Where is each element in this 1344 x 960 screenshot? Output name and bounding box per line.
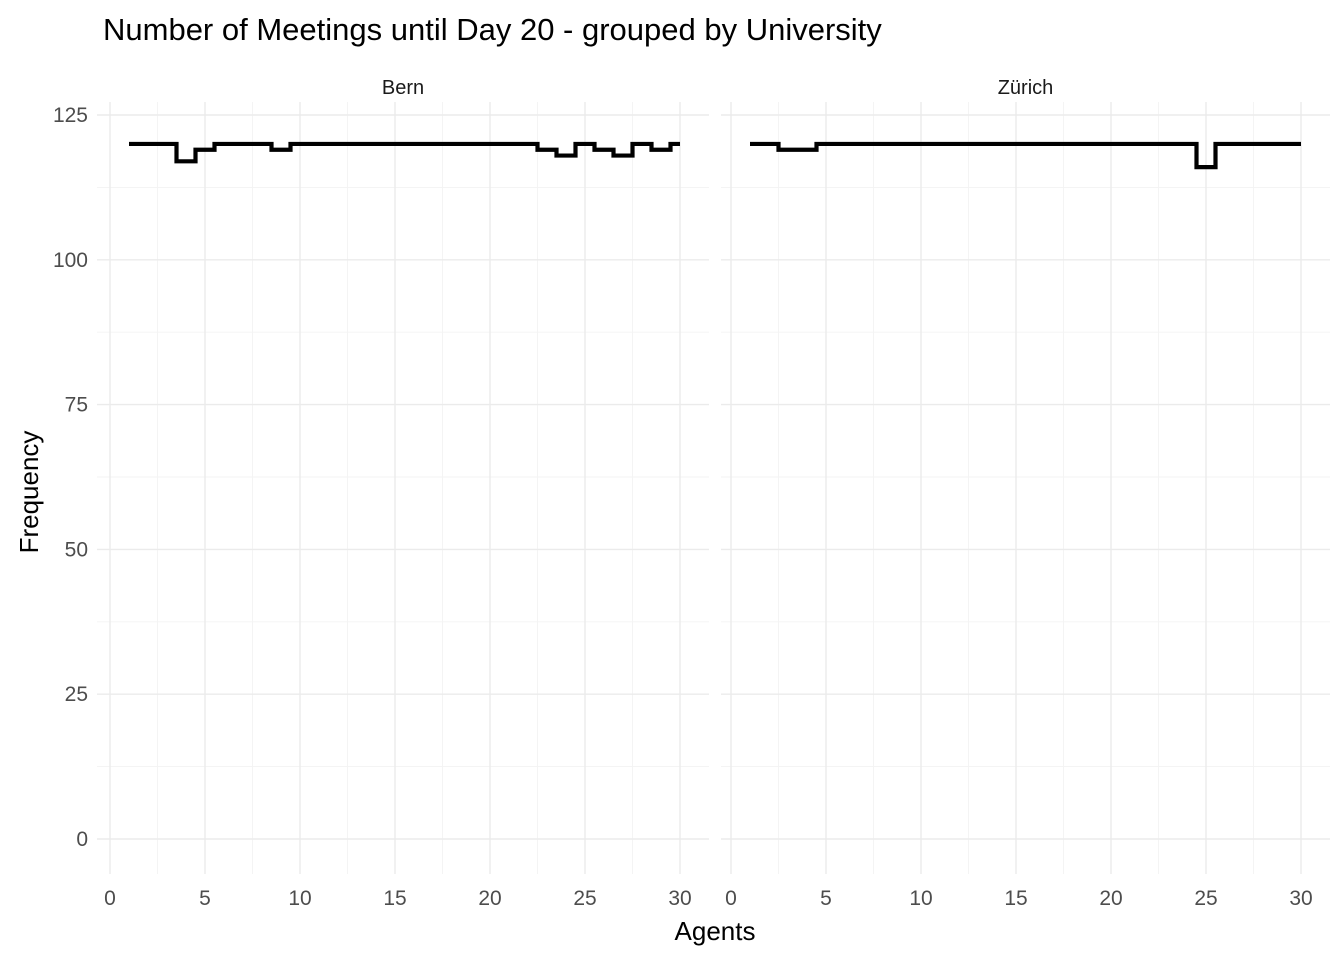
y-tick-label: 0	[76, 828, 88, 851]
facet-strip-label: Bern	[382, 77, 424, 99]
facet-strip-label: Zürich	[998, 77, 1054, 99]
x-tick-label: 10	[288, 887, 311, 910]
series-step-line	[750, 141, 1301, 170]
y-tick-label: 25	[65, 683, 88, 706]
series-step-line	[129, 141, 680, 164]
x-tick-label: 30	[1289, 887, 1312, 910]
x-tick-label: 0	[104, 887, 116, 910]
x-tick-label: 5	[199, 887, 211, 910]
x-tick-label: 5	[820, 887, 832, 910]
y-tick-label: 75	[65, 394, 88, 417]
x-tick-label: 20	[478, 887, 501, 910]
x-tick-label: 25	[573, 887, 596, 910]
x-tick-label: 10	[909, 887, 932, 910]
y-axis-title: Frequency	[14, 431, 44, 554]
x-tick-label: 30	[668, 887, 691, 910]
y-tick-label: 50	[65, 538, 88, 561]
x-tick-label: 15	[1004, 887, 1027, 910]
x-tick-label: 20	[1099, 887, 1122, 910]
panels-layer: Bern 0 25 50 75 100 125 0 5 10 15 20 25 30 Zürich 0 5 10 1…	[53, 77, 1330, 910]
panel-zürich: Zürich 0 5 10 15 20 25 30	[721, 77, 1330, 910]
x-axis-title: Agents	[675, 916, 756, 946]
x-tick-label: 25	[1194, 887, 1217, 910]
x-tick-label: 15	[383, 887, 406, 910]
x-tick-label: 0	[725, 887, 737, 910]
y-tick-label: 100	[53, 249, 88, 272]
panel-bern: Bern 0 25 50 75 100 125 0 5 10 15 20 25 30	[53, 77, 709, 910]
chart-title: Number of Meetings until Day 20 - groupe…	[103, 12, 882, 47]
y-tick-label: 125	[53, 104, 88, 127]
